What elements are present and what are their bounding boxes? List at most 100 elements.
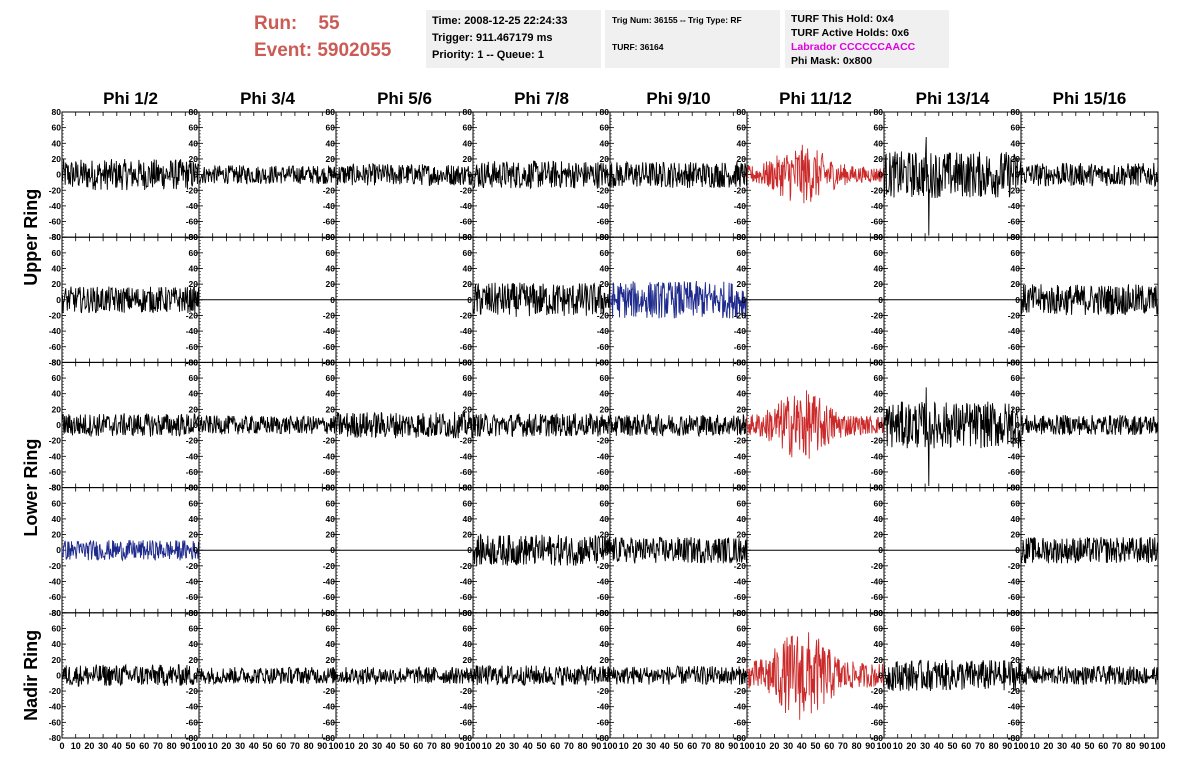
- y-tick-label: -60: [323, 467, 336, 477]
- y-tick-label: 60: [189, 623, 199, 633]
- waveform-trace: [883, 659, 1022, 692]
- waveform-trace: [609, 665, 748, 685]
- y-tick-label: -60: [597, 342, 610, 352]
- y-tick-label: -40: [460, 326, 473, 336]
- waveform-trace: [61, 540, 200, 562]
- y-tick-label: 20: [874, 404, 884, 414]
- y-tick-label: -20: [49, 436, 62, 446]
- x-tick-label: 30: [235, 741, 245, 751]
- y-tick-label: -60: [871, 717, 884, 727]
- x-tick-label: 100: [191, 741, 206, 751]
- waveform-trace: [335, 162, 474, 187]
- y-tick-label: -40: [49, 451, 62, 461]
- y-tick-label: 60: [737, 498, 747, 508]
- y-tick-label: 20: [326, 530, 336, 540]
- y-tick-label: -20: [871, 436, 884, 446]
- y-tick-label: -20: [1008, 185, 1021, 195]
- y-tick-label: -20: [734, 185, 747, 195]
- x-tick-label: 70: [153, 741, 163, 751]
- y-tick-label: 80: [52, 483, 62, 493]
- y-tick-label: 0: [56, 670, 61, 680]
- y-tick-label: 40: [189, 389, 199, 399]
- event-label: Event:: [254, 40, 313, 61]
- y-tick-label: -20: [734, 310, 747, 320]
- y-tick-label: 20: [737, 154, 747, 164]
- x-tick-label: 30: [98, 741, 108, 751]
- y-tick-label: 60: [1011, 123, 1021, 133]
- y-tick-label: 60: [326, 123, 336, 133]
- y-tick-label: 60: [463, 498, 473, 508]
- run-value: 55: [318, 13, 340, 34]
- y-tick-label: 60: [600, 248, 610, 258]
- y-tick-label: 0: [1015, 545, 1020, 555]
- waveform-trace: [61, 285, 200, 314]
- y-tick-label: 40: [326, 514, 336, 524]
- y-tick-label: -60: [460, 217, 473, 227]
- y-tick-label: -60: [734, 217, 747, 227]
- x-tick-label: 90: [591, 741, 601, 751]
- x-tick-label: 70: [975, 741, 985, 751]
- x-tick-label: 100: [1150, 741, 1165, 751]
- y-tick-label: 20: [737, 655, 747, 665]
- waveform-trace: [883, 387, 1022, 487]
- y-tick-label: -20: [1008, 561, 1021, 571]
- y-tick-label: 40: [874, 639, 884, 649]
- y-tick-label: 40: [1011, 639, 1021, 649]
- y-tick-label: -60: [186, 592, 199, 602]
- y-tick-label: -60: [1008, 467, 1021, 477]
- column-header: Phi 11/12: [779, 89, 852, 108]
- x-tick-label: 90: [728, 741, 738, 751]
- y-tick-label: -40: [871, 702, 884, 712]
- y-tick-label: 20: [1011, 404, 1021, 414]
- y-tick-label: 20: [1011, 655, 1021, 665]
- waveform-trace: [883, 136, 1022, 236]
- y-tick-label: 60: [737, 623, 747, 633]
- y-tick-label: 0: [193, 670, 198, 680]
- y-tick-label: -60: [734, 592, 747, 602]
- y-tick-label: 0: [330, 170, 335, 180]
- y-tick-label: -20: [323, 436, 336, 446]
- x-tick-label: 40: [660, 741, 670, 751]
- column-header: Phi 15/16: [1053, 89, 1127, 108]
- waveform-trace: [609, 536, 748, 564]
- y-tick-label: 0: [741, 545, 746, 555]
- y-tick-label: -20: [460, 686, 473, 696]
- y-tick-label: -60: [597, 592, 610, 602]
- y-tick-label: 80: [52, 107, 62, 117]
- y-tick-label: -60: [597, 717, 610, 727]
- y-tick-label: -40: [49, 201, 62, 211]
- y-tick-label: 80: [1011, 483, 1021, 493]
- y-tick-label: 60: [52, 373, 62, 383]
- x-tick-label: 70: [564, 741, 574, 751]
- y-tick-label: -40: [323, 201, 336, 211]
- y-tick-label: -20: [186, 686, 199, 696]
- waveform-trace: [746, 390, 885, 459]
- y-tick-label: 60: [874, 498, 884, 508]
- y-tick-label: 40: [874, 264, 884, 274]
- y-tick-label: -20: [460, 561, 473, 571]
- y-tick-label: -60: [460, 342, 473, 352]
- y-tick-label: 60: [874, 248, 884, 258]
- y-tick-label: -60: [597, 217, 610, 227]
- y-tick-label: 80: [1011, 357, 1021, 367]
- waveform-trace: [472, 282, 611, 317]
- waveform-trace: [1020, 536, 1159, 564]
- x-tick-label: 70: [701, 741, 711, 751]
- y-tick-label: 40: [52, 639, 62, 649]
- run-event-box: Run: 55 Event: 5902055: [254, 10, 414, 66]
- y-tick-label: -20: [734, 436, 747, 446]
- event-value: 5902055: [317, 40, 392, 61]
- y-tick-label: 20: [326, 154, 336, 164]
- y-tick-label: -20: [734, 561, 747, 571]
- x-tick-label: 60: [687, 741, 697, 751]
- y-tick-label: -20: [460, 436, 473, 446]
- y-tick-label: 0: [56, 170, 61, 180]
- y-tick-label: 40: [326, 389, 336, 399]
- x-tick-label: 20: [906, 741, 916, 751]
- labrador-text: Labrador CCCCCCAACC: [791, 41, 916, 53]
- y-tick-label: 20: [189, 655, 199, 665]
- y-tick-label: 80: [874, 357, 884, 367]
- y-tick-label: 60: [189, 123, 199, 133]
- y-tick-label: 60: [874, 623, 884, 633]
